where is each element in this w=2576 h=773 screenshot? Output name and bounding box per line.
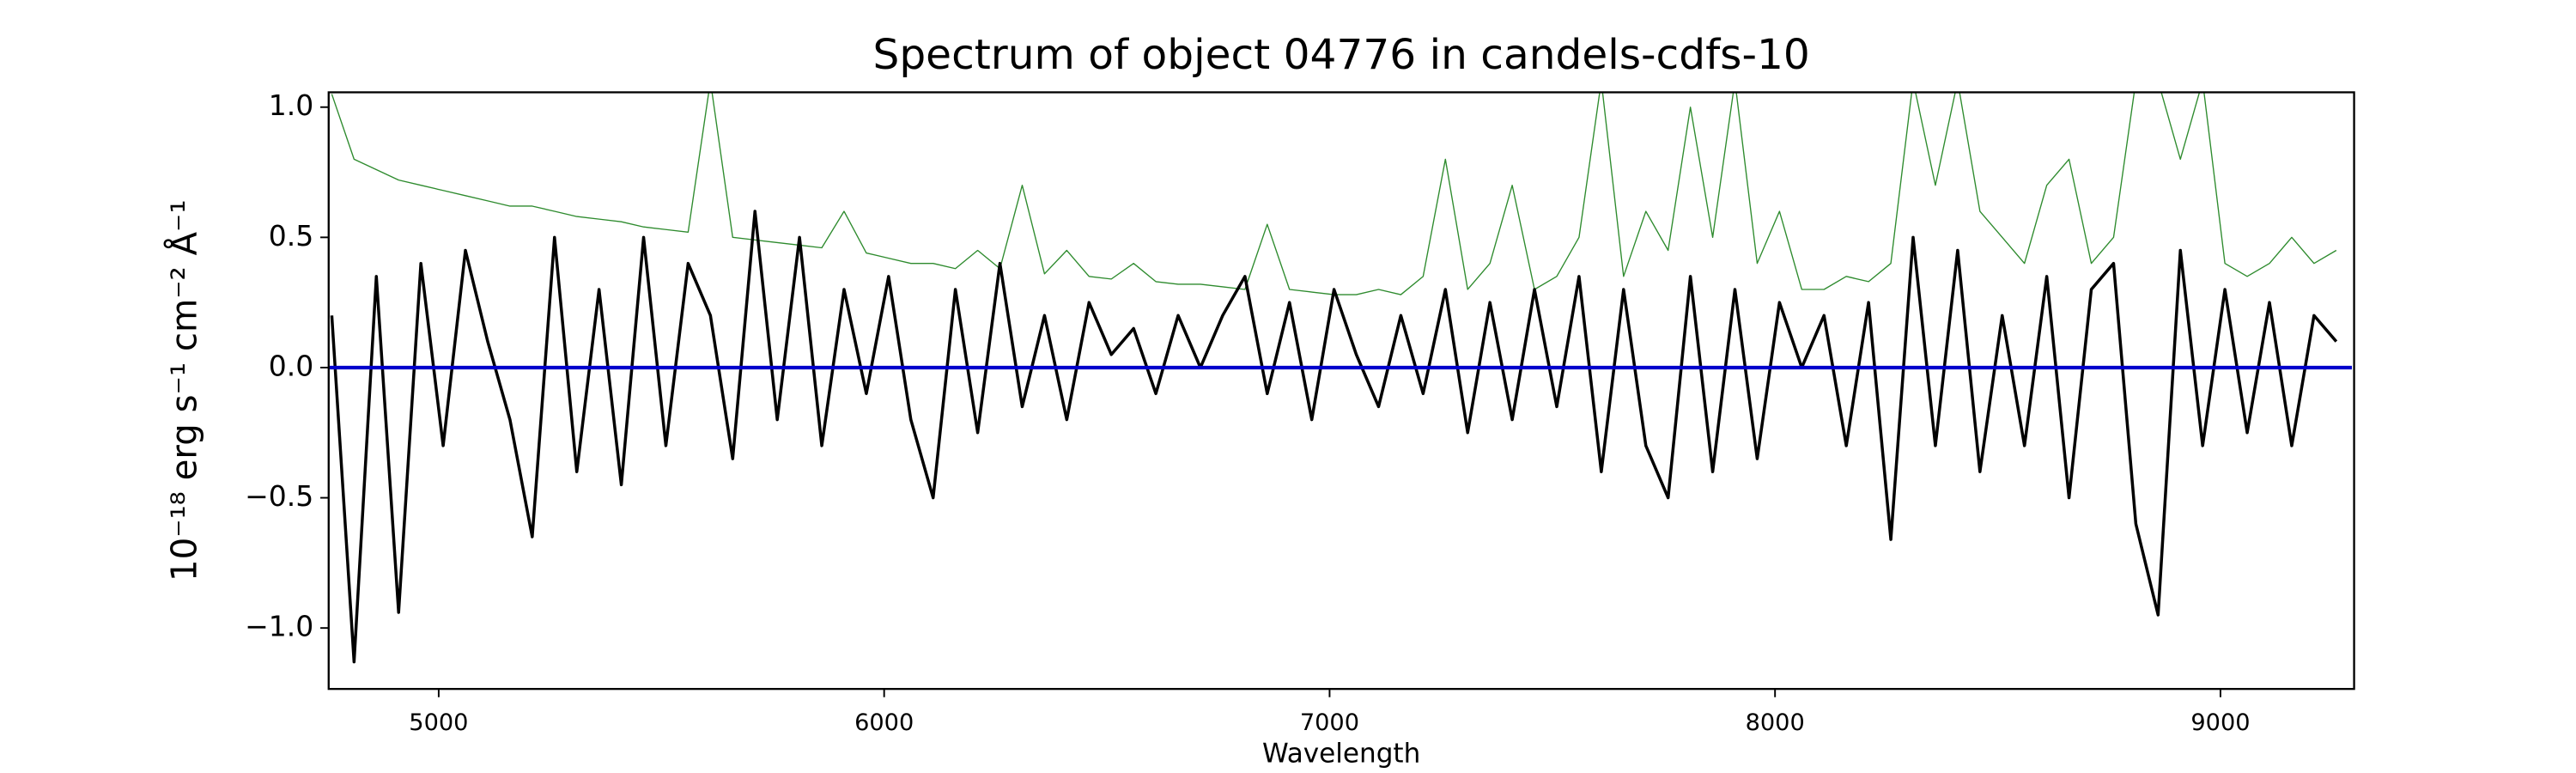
- y-tick-label: −1.0: [245, 611, 313, 643]
- y-tick-label: 1.0: [269, 89, 314, 122]
- y-tick-label: 0.0: [269, 350, 314, 383]
- x-tick-label: 5000: [409, 709, 468, 736]
- y-tick-label: 0.5: [269, 220, 314, 253]
- x-tick-label: 9000: [2190, 709, 2250, 736]
- y-tick-label: −0.5: [245, 480, 313, 513]
- x-tick-label: 6000: [854, 709, 914, 736]
- spectrum-line: [330, 210, 2338, 664]
- chart-title: Spectrum of object 04776 in candels-cdfs…: [873, 31, 1810, 79]
- x-tick-label: 8000: [1746, 709, 1805, 736]
- x-axis-label: Wavelength: [1262, 739, 1420, 770]
- y-axis-label: 10⁻¹⁸ erg s⁻¹ cm⁻² Å⁻¹: [163, 200, 204, 582]
- x-tick-label: 7000: [1300, 709, 1359, 736]
- spectrum-line: [331, 92, 2337, 295]
- plot-area: [329, 92, 2352, 664]
- plot-frame: [327, 91, 2355, 691]
